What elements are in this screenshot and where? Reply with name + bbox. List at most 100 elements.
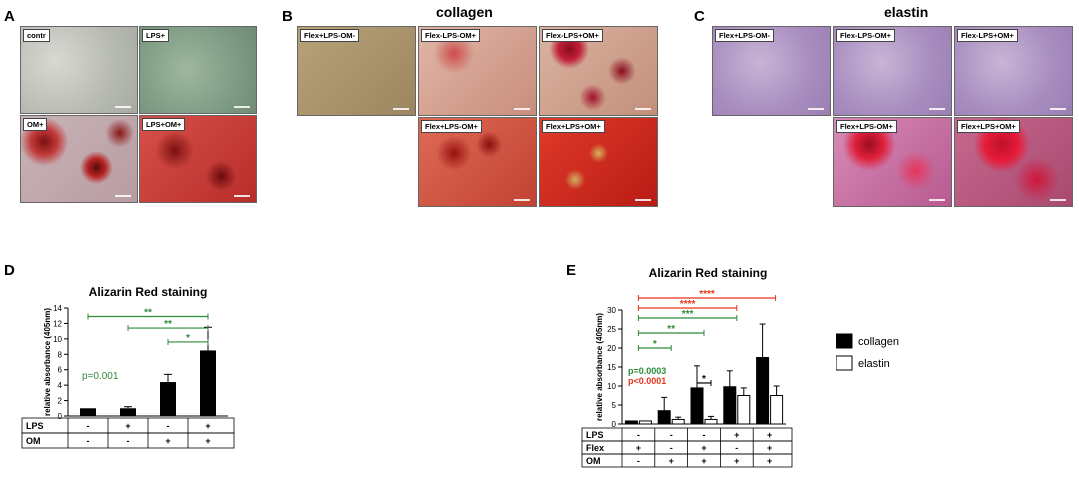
significance-stars-3: **	[667, 324, 675, 335]
panel-c-letter: C	[694, 8, 705, 25]
panel-e-letter: E	[566, 262, 577, 279]
bar-collagen-3	[723, 386, 737, 425]
micrograph-label: Flex+LPS+OM+	[957, 120, 1020, 133]
table-cell: +	[701, 443, 706, 453]
table-cell: -	[87, 421, 90, 431]
y-tick-label: 8	[58, 350, 63, 359]
scale-bar	[635, 199, 651, 201]
micrograph-c-4: Flex+LPS+OM+	[954, 117, 1073, 207]
table-row-label: Flex	[586, 443, 604, 453]
bar-collagen-1	[657, 410, 671, 425]
panel-d-letter: D	[4, 262, 15, 279]
scale-bar	[1050, 108, 1066, 110]
micrograph-a-1: LPS+	[139, 26, 257, 114]
scale-bar	[115, 106, 131, 108]
micrograph-label: contr	[23, 29, 50, 42]
micrograph-label: Flex-LPS-OM+	[836, 29, 896, 42]
micrograph-label: Flex+LPS-OM+	[836, 120, 897, 133]
table-cell: +	[165, 436, 170, 446]
significance-stars-4: *	[653, 339, 657, 350]
significance-stars-2: *	[186, 333, 190, 344]
micrograph-b-2: Flex-LPS+OM+	[539, 26, 658, 116]
y-tick-label: 10	[53, 335, 62, 344]
y-tick-label: 5	[612, 401, 617, 410]
y-tick-label: 0	[612, 420, 617, 429]
scale-bar	[234, 106, 250, 108]
table-row	[581, 453, 793, 468]
table-cell: +	[125, 421, 130, 431]
chart-title: Alizarin Red staining	[89, 285, 208, 299]
scale-bar	[234, 195, 250, 197]
bar-elastin-1	[671, 418, 685, 425]
table-cell: +	[767, 456, 772, 466]
micrograph-label: LPS+	[142, 29, 169, 42]
scale-bar	[514, 108, 530, 110]
table-row-label: LPS	[26, 421, 44, 431]
table-cell: +	[636, 443, 641, 453]
panel-b-title: collagen	[436, 4, 493, 20]
table-cell: +	[669, 456, 674, 466]
micrograph-a-0: contr	[20, 26, 138, 114]
table-cell: +	[734, 456, 739, 466]
table-cell: -	[735, 443, 738, 453]
table-row	[581, 440, 793, 455]
micrograph-label: Flex+LPS-OM-	[300, 29, 360, 42]
table-cell: -	[670, 443, 673, 453]
y-tick-label: 12	[53, 319, 62, 328]
micrograph-label: LPS+OM+	[142, 118, 186, 131]
y-tick-label: 2	[58, 397, 63, 406]
scale-bar	[393, 108, 409, 110]
legend-label-collagen: collagen	[858, 336, 899, 348]
table-row-label: OM	[26, 436, 41, 446]
legend-label-elastin: elastin	[858, 358, 890, 370]
table-row-label: LPS	[586, 430, 604, 440]
table-cell: +	[205, 436, 210, 446]
table-cell: -	[703, 430, 706, 440]
bar-2	[160, 382, 176, 416]
micrograph-b-4: Flex+LPS+OM+	[539, 117, 658, 207]
micrograph-c-2: Flex-LPS+OM+	[954, 26, 1073, 116]
chart-title: Alizarin Red staining	[649, 266, 768, 280]
table-cell: +	[734, 430, 739, 440]
bar-elastin-0	[638, 420, 652, 425]
micrograph-c-3: Flex+LPS-OM+	[833, 117, 952, 207]
y-axis-label: relative absorbance (405nm)	[595, 313, 604, 421]
scale-bar	[635, 108, 651, 110]
significance-stars-0: ****	[699, 289, 715, 300]
micrograph-label: OM+	[23, 118, 48, 131]
p-value-1: p<0.0001	[628, 376, 666, 386]
table-cell: +	[205, 421, 210, 431]
table-cell: -	[637, 456, 640, 466]
micrograph-c-0: Flex+LPS-OM-	[712, 26, 831, 116]
y-tick-label: 30	[607, 306, 616, 315]
panel-a-letter: A	[4, 8, 15, 25]
bar-3	[200, 350, 216, 416]
y-tick-label: 6	[58, 366, 63, 375]
y-tick-label: 0	[58, 412, 63, 421]
bar-collagen-2	[690, 387, 704, 425]
table-cell: +	[767, 443, 772, 453]
significance-stars-5: *	[702, 374, 706, 385]
panel-b-letter: B	[282, 8, 293, 25]
panel-c-title: elastin	[884, 4, 929, 20]
significance-stars-2: ***	[682, 309, 694, 320]
table-cell: -	[87, 436, 90, 446]
micrograph-b-0: Flex+LPS-OM-	[297, 26, 416, 116]
p-value-0: p=0.0003	[628, 366, 666, 376]
table-row	[21, 432, 235, 449]
chart-d: Alizarin Red staining 0 2 4 6 8 10 12 14relative…	[21, 285, 235, 449]
y-tick-label: 14	[53, 304, 62, 313]
significance-stars-1: ****	[680, 299, 696, 310]
chart-e: Alizarin Red staining 0 5 10 15 20 25 30relativ…	[581, 266, 793, 468]
micrograph-label: Flex+LPS-OM-	[715, 29, 775, 42]
scale-bar	[929, 199, 945, 201]
micrograph-a-2: OM+	[20, 115, 138, 203]
y-axis-label: relative absorbance (405nm)	[43, 308, 52, 416]
micrograph-b-3: Flex+LPS-OM+	[418, 117, 537, 207]
bar-elastin-3	[737, 395, 751, 425]
table-cell: -	[167, 421, 170, 431]
table-cell: -	[637, 430, 640, 440]
legend-swatch-elastin	[836, 355, 853, 371]
legend-swatch-collagen	[836, 333, 853, 349]
micrograph-label: Flex-LPS-OM+	[421, 29, 481, 42]
